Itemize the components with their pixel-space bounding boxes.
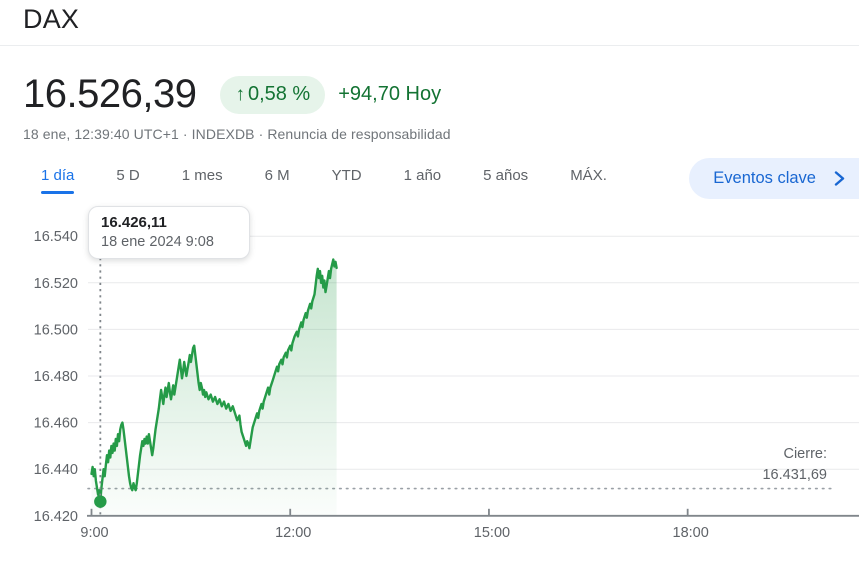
y-axis-label: 16.460 (34, 416, 78, 432)
y-axis-label: 16.520 (34, 276, 78, 292)
header-divider (0, 45, 859, 46)
previous-close-title: Cierre: (783, 446, 827, 462)
tab-1-dia[interactable]: 1 día (41, 167, 75, 194)
key-events-label: Eventos clave (713, 169, 816, 187)
previous-close-label: Cierre: 16.431,69 (762, 444, 827, 486)
tab-1-mes[interactable]: 1 mes (181, 167, 223, 184)
price-line (90, 258, 338, 503)
tab-1-ano[interactable]: 1 año (403, 167, 442, 184)
y-axis-label: 16.440 (34, 462, 78, 478)
page-title: DAX (23, 4, 80, 34)
crosshair-tooltip: 16.426,11 18 ene 2024 9:08 (88, 206, 250, 259)
price-row: 16.526,39 ↑ 0,58 % +94,70 Hoy (23, 72, 441, 117)
tab-5d[interactable]: 5 D (116, 167, 140, 184)
tab-ytd[interactable]: YTD (331, 167, 362, 184)
x-axis-label: 12:00 (275, 525, 311, 541)
change-percent: 0,58 % (247, 83, 311, 105)
current-price: 16.526,39 (23, 72, 197, 116)
quote-subtitle: 18 ene, 12:39:40 UTC+1 · INDEXDB · Renun… (23, 126, 451, 142)
previous-close-value: 16.431,69 (762, 467, 827, 483)
tab-6m[interactable]: 6 M (264, 167, 290, 184)
range-tabs: 1 día 5 D 1 mes 6 M YTD 1 año 5 años MÁX… (41, 167, 607, 194)
chart-plot-area[interactable] (88, 230, 848, 516)
y-axis-label: 16.480 (34, 369, 78, 385)
tab-max[interactable]: MÁX. (570, 167, 607, 184)
tooltip-value: 16.426,11 (101, 214, 167, 231)
change-amount: +94,70 Hoy (338, 83, 442, 105)
tab-5-anos[interactable]: 5 años (483, 167, 529, 184)
tooltip-date: 18 ene 2024 9:08 (101, 234, 214, 250)
crosshair-dot (94, 495, 107, 508)
y-axis-label: 16.500 (34, 322, 78, 338)
change-percent-badge: ↑ 0,58 % (220, 75, 326, 114)
y-axis-label: 16.540 (34, 229, 78, 245)
chevron-right-icon (834, 171, 845, 186)
arrow-up-icon: ↑ (235, 83, 245, 105)
key-events-button[interactable]: Eventos clave (689, 158, 859, 199)
active-tab-underline (41, 191, 75, 194)
y-axis-label: 16.420 (34, 509, 78, 525)
x-axis-label: 9:00 (80, 525, 108, 541)
x-axis-label: 15:00 (474, 525, 510, 541)
x-axis-label: 18:00 (673, 525, 709, 541)
